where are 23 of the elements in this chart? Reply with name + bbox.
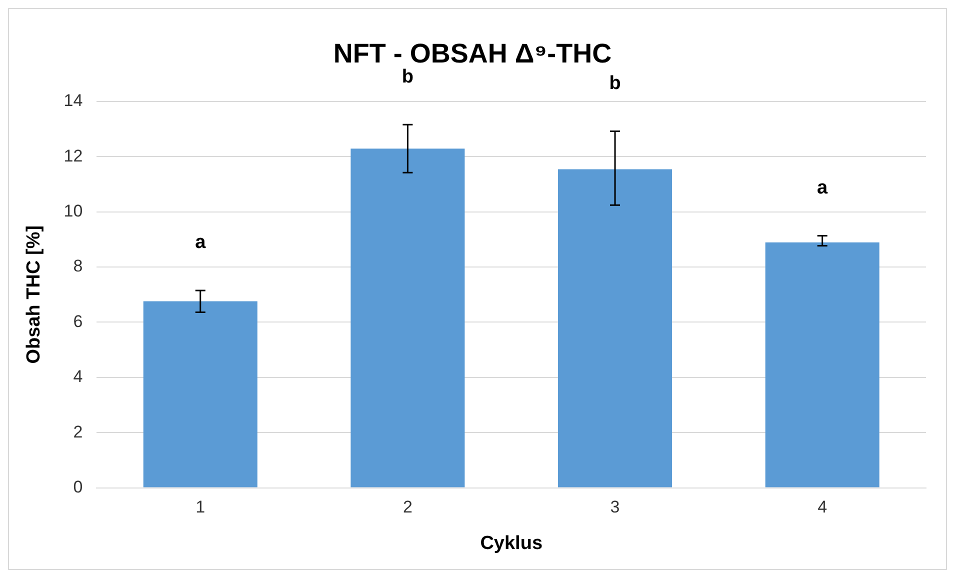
bar: [350, 148, 465, 488]
x-tick-label: 1: [196, 498, 206, 517]
y-tick-label: 8: [73, 256, 83, 276]
y-tick-label: 4: [73, 367, 83, 386]
text: b: [402, 66, 414, 88]
annotation: a: [817, 178, 828, 199]
annotation: a: [195, 232, 206, 254]
y-tick-label: 12: [64, 146, 83, 166]
bar: [558, 169, 672, 488]
y-axis-title: Obsah THC [%]: [24, 225, 45, 364]
y-tick-label: 2: [73, 422, 83, 442]
bar: [143, 301, 258, 488]
bar: [765, 242, 880, 488]
x-tick-label: 3: [610, 498, 620, 517]
y-tick-label: 6: [73, 312, 83, 331]
x-tick-label: 4: [818, 498, 828, 517]
text: b: [609, 72, 621, 94]
x-axis-title: Cyklus: [480, 532, 543, 554]
y-tick-label: 14: [64, 91, 83, 110]
y-tick-label: 10: [64, 201, 83, 220]
y-tick-label: 0: [73, 477, 83, 496]
chart-title: NFT - OBSAH Δ⁹-THC: [333, 38, 612, 69]
x-tick-label: 2: [402, 498, 412, 517]
